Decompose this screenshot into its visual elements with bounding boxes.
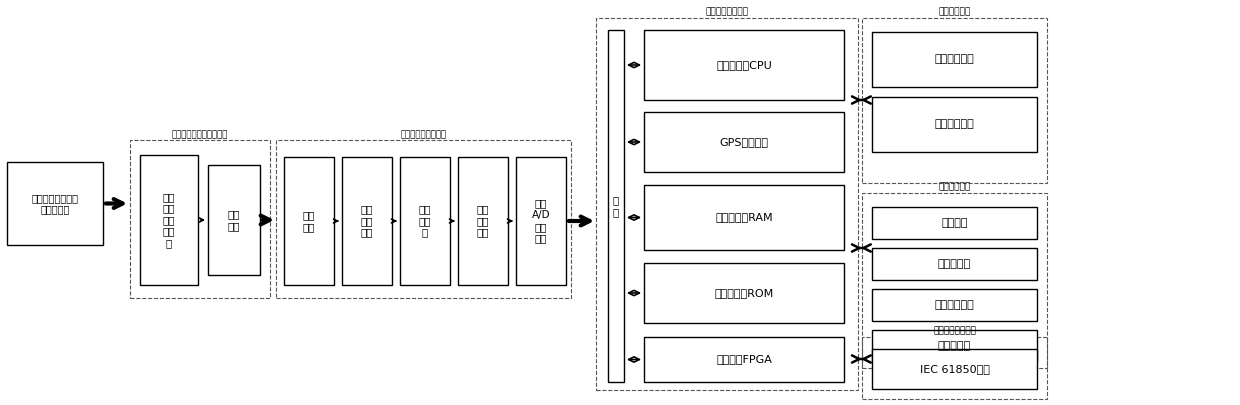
Text: 液晶显示屏: 液晶显示屏: [937, 259, 971, 269]
Text: 变压器油箱内部瞬
态油压特征: 变压器油箱内部瞬 态油压特征: [31, 193, 78, 214]
Text: 指示灯、按钮: 指示灯、按钮: [935, 300, 975, 310]
Bar: [596, 18, 858, 390]
Text: 数据通信接口模块: 数据通信接口模块: [932, 326, 976, 335]
Text: 高频
动态
油压
传感
器: 高频 动态 油压 传感 器: [162, 192, 175, 248]
Text: 信号
采样
电路: 信号 采样 电路: [476, 205, 490, 238]
Bar: [342, 157, 392, 285]
Text: 信号
调理
电路: 信号 调理 电路: [361, 205, 373, 238]
Text: 随机存储器RAM: 随机存储器RAM: [715, 213, 773, 222]
Text: GPS同步时钟: GPS同步时钟: [719, 137, 769, 147]
Text: 副闪存存储器: 副闪存存储器: [935, 119, 975, 130]
Bar: [872, 207, 1037, 239]
Bar: [401, 157, 450, 285]
Bar: [644, 185, 844, 250]
Text: IEC 61850通信: IEC 61850通信: [920, 364, 990, 374]
Text: 瞬态油压特征量测量模块: 瞬态油压特征量测量模块: [172, 130, 228, 139]
Text: 总
线: 总 线: [613, 195, 619, 217]
Bar: [872, 289, 1037, 321]
Bar: [140, 155, 198, 285]
Text: 打印机接口: 打印机接口: [937, 341, 971, 351]
Bar: [608, 30, 624, 382]
Bar: [644, 112, 844, 172]
Text: 人机对话模块: 人机对话模块: [939, 183, 971, 192]
Bar: [872, 97, 1037, 152]
Bar: [872, 248, 1037, 280]
Text: 紧凑键盘: 紧凑键盘: [941, 218, 967, 228]
Bar: [516, 157, 565, 285]
Bar: [872, 330, 1037, 362]
Bar: [130, 140, 270, 298]
Bar: [458, 157, 508, 285]
Text: 接线
端子: 接线 端子: [303, 210, 315, 232]
Text: 低通
滤波
器: 低通 滤波 器: [419, 205, 432, 238]
Bar: [277, 140, 570, 298]
Text: 中央处理器CPU: 中央处理器CPU: [717, 60, 771, 70]
Text: 只读存储器ROM: 只读存储器ROM: [714, 288, 774, 298]
Text: 模数
A/D
转换
电路: 模数 A/D 转换 电路: [532, 198, 551, 243]
Bar: [644, 263, 844, 323]
Text: 数据存储模块: 数据存储模块: [939, 8, 971, 17]
Text: 信号调理与采集模块: 信号调理与采集模块: [401, 130, 446, 139]
Bar: [862, 18, 1047, 183]
Bar: [862, 337, 1047, 399]
Bar: [872, 349, 1037, 389]
Text: 通信
线缆: 通信 线缆: [228, 209, 241, 231]
Bar: [862, 193, 1047, 368]
Bar: [872, 32, 1037, 87]
Text: 控制电路FPGA: 控制电路FPGA: [715, 354, 773, 364]
Bar: [644, 30, 844, 100]
Bar: [644, 337, 844, 382]
Text: 数字处理分析模块: 数字处理分析模块: [706, 8, 749, 17]
Bar: [284, 157, 334, 285]
Text: 主闪存存储器: 主闪存存储器: [935, 55, 975, 64]
Bar: [7, 162, 103, 245]
Bar: [208, 165, 260, 275]
